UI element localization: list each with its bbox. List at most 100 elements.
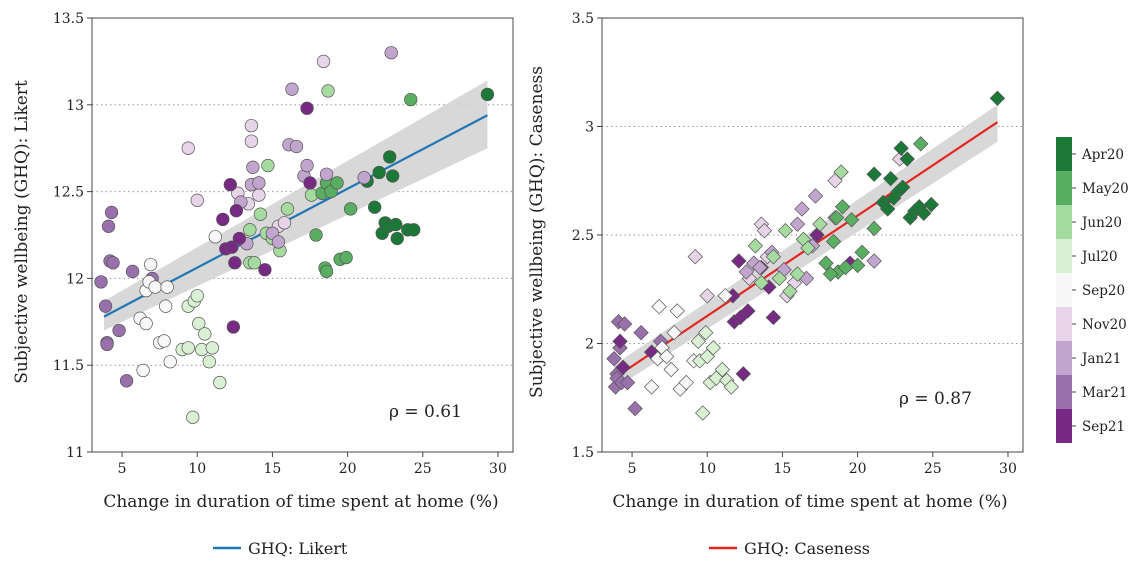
caseness-y-axis-label: Subjective wellbeing (GHQ): Caseness — [527, 66, 547, 398]
caseness-point — [627, 400, 643, 417]
caseness-point — [777, 222, 794, 239]
likert-point — [143, 257, 158, 272]
likert-point — [243, 223, 257, 237]
caseness-y-tick-label: 1.5 — [572, 445, 594, 461]
caseness-point — [834, 199, 851, 215]
likert-y-tick-label: 13 — [66, 98, 84, 114]
colorbar-swatch — [1056, 409, 1072, 443]
caseness-point — [812, 216, 828, 232]
caseness-point — [717, 288, 733, 304]
likert-point — [101, 219, 116, 233]
likert-point — [148, 280, 162, 294]
caseness-point — [698, 324, 714, 341]
likert-point — [404, 92, 418, 107]
caseness-point — [809, 227, 825, 243]
caseness-point — [866, 253, 882, 269]
caseness-point — [822, 266, 839, 282]
caseness-point — [756, 222, 773, 239]
colorbar-label: Apr20 — [1081, 147, 1124, 163]
colorbar-label: Jun20 — [1080, 215, 1122, 231]
caseness-point — [899, 151, 915, 167]
likert-point — [181, 341, 195, 355]
caseness-ticks: 5 10 15 20 25 30 1.5 2 2.5 3 3.5 — [572, 11, 1017, 477]
likert-point — [139, 316, 153, 331]
likert-point — [407, 223, 421, 237]
caseness-legend: GHQ: Caseness — [709, 539, 870, 558]
colorbar-label: Jul20 — [1080, 249, 1118, 265]
caseness-point — [895, 179, 911, 195]
likert-point — [119, 374, 134, 388]
caseness-x-axis-label: Change in duration of time spent at home… — [612, 492, 1007, 512]
caseness-point — [794, 201, 810, 217]
likert-point — [181, 141, 195, 155]
caseness-point — [989, 90, 1006, 106]
likert-point — [104, 205, 119, 220]
caseness-point — [923, 196, 939, 213]
month-colorbar: Apr20 May20 Jun20 Jul20 Sep20 Nov20 Jan21 Mar21… — [1056, 137, 1129, 443]
likert-point — [480, 87, 495, 102]
likert-point — [390, 231, 404, 246]
caseness-point — [843, 212, 860, 228]
colorbar-swatch — [1056, 239, 1072, 273]
likert-point — [247, 256, 262, 270]
likert-point — [319, 264, 334, 279]
likert-point — [190, 289, 204, 303]
likert-point — [160, 280, 174, 294]
likert-y-tick-label: 12.5 — [53, 185, 84, 201]
likert-point — [186, 410, 200, 424]
likert-rho-annotation: ρ = 0.61 — [389, 402, 462, 422]
caseness-y-tick-label: 3.5 — [572, 11, 594, 27]
caseness-point — [789, 216, 806, 232]
caseness-point — [854, 244, 870, 261]
colorbar-label: May20 — [1082, 181, 1129, 197]
caseness-point — [666, 324, 682, 341]
likert-point — [258, 263, 272, 277]
likert-point — [205, 341, 219, 355]
likert-y-axis-label: Subjective wellbeing (GHQ): Likert — [12, 80, 32, 384]
caseness-point — [615, 359, 631, 376]
caseness-point — [882, 170, 899, 187]
likert-point — [309, 228, 323, 242]
caseness-point — [606, 350, 622, 367]
likert-ticks: 5 10 15 20 25 30 11 11.5 12 12.5 13 13.5 — [53, 11, 507, 477]
caseness-point — [616, 316, 633, 332]
caseness-point — [619, 374, 636, 391]
caseness-x-tick-label: 30 — [999, 461, 1017, 477]
caseness-point — [833, 164, 849, 180]
colorbar-label: Mar21 — [1082, 385, 1128, 401]
caseness-point — [663, 361, 679, 378]
likert-point — [383, 150, 397, 164]
likert-point — [339, 250, 353, 265]
likert-x-axis-label: Change in duration of time spent at home… — [103, 492, 498, 512]
caseness-x-tick-label: 25 — [924, 461, 942, 477]
colorbar-swatch — [1056, 375, 1072, 409]
caseness-point — [771, 270, 788, 287]
likert-x-tick-label: 15 — [264, 461, 282, 477]
caseness-plot-frame — [601, 17, 1024, 453]
likert-point — [223, 178, 237, 192]
caseness-point — [747, 238, 764, 254]
caseness-point — [879, 201, 896, 217]
caseness-point — [699, 288, 715, 304]
likert-point — [159, 299, 173, 313]
caseness-point — [789, 266, 806, 282]
likert-point — [280, 202, 295, 216]
likert-point — [300, 101, 314, 115]
caseness-x-tick-label: 15 — [774, 461, 792, 477]
likert-x-tick-label: 20 — [339, 461, 357, 477]
caseness-point — [723, 379, 740, 395]
caseness-point — [669, 303, 685, 319]
caseness-x-tick-label: 20 — [849, 461, 867, 477]
likert-point — [244, 134, 259, 148]
caseness-point — [746, 255, 762, 271]
likert-x-tick-label: 30 — [489, 461, 507, 477]
likert-x-tick-label: 25 — [414, 461, 432, 477]
likert-point — [244, 118, 259, 133]
caseness-point — [849, 257, 866, 274]
likert-point — [229, 204, 243, 218]
caseness-panel: 5 10 15 20 25 30 1.5 2 2.5 3 3.5 ρ = 0.87 Change i… — [527, 11, 1024, 512]
likert-point — [98, 299, 113, 313]
likert-point — [261, 158, 275, 173]
likert-point — [357, 171, 371, 185]
